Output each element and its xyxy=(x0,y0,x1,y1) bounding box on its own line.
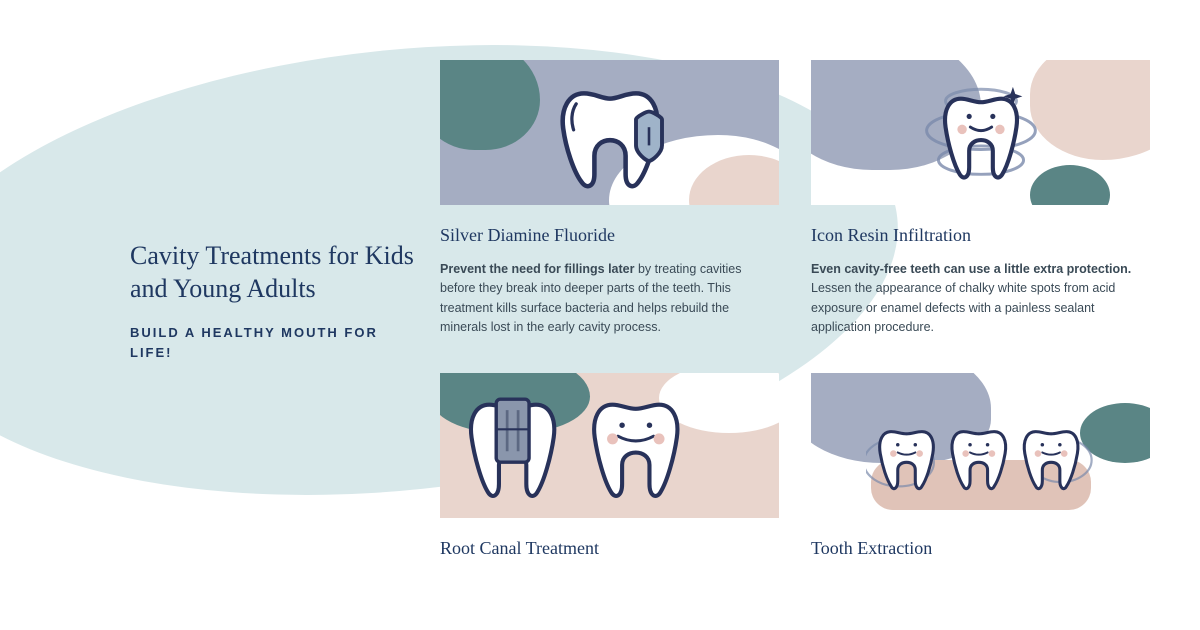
card-title: Root Canal Treatment xyxy=(440,538,779,559)
intro-column: Cavity Treatments for Kids and Young Adu… xyxy=(130,60,440,590)
treatment-grid: Silver Diamine Fluoride Prevent the need… xyxy=(440,60,1150,590)
card-description: Even cavity-free teeth can use a little … xyxy=(811,260,1150,338)
card-title: Icon Resin Infiltration xyxy=(811,225,1150,246)
illustration-tooth-shield xyxy=(440,60,779,205)
page-title: Cavity Treatments for Kids and Young Adu… xyxy=(130,240,420,305)
illustration-tooth-row xyxy=(811,373,1150,518)
tooth-icon xyxy=(545,70,675,200)
tooth-row-icon xyxy=(866,417,1096,512)
card-title: Silver Diamine Fluoride xyxy=(440,225,779,246)
card-title: Tooth Extraction xyxy=(811,538,1150,559)
illustration-tooth-sparkle xyxy=(811,60,1150,205)
treatment-card-root-canal: Root Canal Treatment xyxy=(440,373,779,590)
tooth-pair-icon xyxy=(452,391,732,518)
card-description: Prevent the need for fillings later by t… xyxy=(440,260,779,338)
treatment-card-icon-resin: Icon Resin Infiltration Even cavity-free… xyxy=(811,60,1150,355)
illustration-tooth-pair xyxy=(440,373,779,518)
treatment-card-extraction: Tooth Extraction xyxy=(811,373,1150,590)
treatment-card-silver-diamine: Silver Diamine Fluoride Prevent the need… xyxy=(440,60,779,355)
page-subtitle: BUILD A HEALTHY MOUTH FOR LIFE! xyxy=(130,323,420,362)
main-container: Cavity Treatments for Kids and Young Adu… xyxy=(0,0,1200,630)
tooth-sparkle-icon xyxy=(916,74,1046,199)
